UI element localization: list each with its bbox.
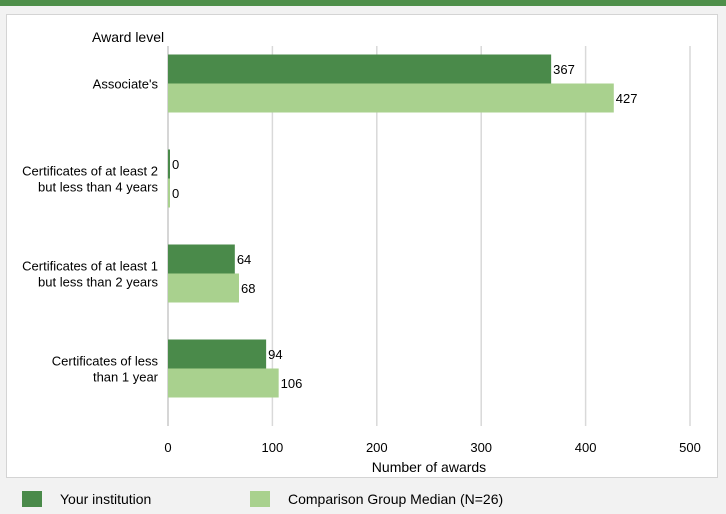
x-axis-title: Number of awards: [372, 459, 486, 475]
category-label-2-line-1: but less than 2 years: [38, 275, 158, 290]
bar-comparison-median-1: [168, 178, 170, 208]
y-axis-title: Award level: [92, 29, 164, 45]
legend-item-comparison-median: Comparison Group Median (N=26): [250, 490, 503, 508]
bar-comparison-median-2: [168, 273, 239, 303]
x-tick-label-200: 200: [366, 440, 388, 455]
bar-chart: 0 100 200 300 400 500 Number of awards Award le…: [22, 29, 701, 475]
bar-your-institution-0: [168, 54, 552, 84]
x-tick-label-500: 500: [679, 440, 701, 455]
legend-label-your-institution: Your institution: [60, 491, 152, 507]
category-label-1-line-1: but less than 4 years: [38, 180, 158, 195]
legend-label-comparison-median: Comparison Group Median (N=26): [288, 491, 504, 507]
data-label-comparison-median-1: 0: [172, 186, 179, 201]
x-tick-label-400: 400: [575, 440, 597, 455]
category-label-1-line-0: Certificates of at least 2: [22, 164, 158, 179]
legend-item-your-institution: Your institution: [22, 490, 151, 508]
legend: Your institution Comparison Group Median…: [0, 484, 726, 514]
category-label-0-line-0: Associate's: [93, 77, 159, 92]
x-tick-label-100: 100: [262, 440, 284, 455]
top-accent-bar: [0, 0, 726, 6]
data-label-your-institution-3: 94: [268, 347, 282, 362]
data-label-comparison-median-0: 427: [616, 91, 638, 106]
x-tick-label-0: 0: [164, 440, 171, 455]
data-label-comparison-median-2: 68: [241, 281, 255, 296]
bar-your-institution-3: [168, 339, 267, 369]
x-tick-label-300: 300: [470, 440, 492, 455]
bar-your-institution-1: [168, 149, 170, 179]
category-label-3-line-1: than 1 year: [93, 370, 159, 385]
bar-comparison-median-3: [168, 368, 279, 398]
category-label-2-line-0: Certificates of at least 1: [22, 259, 158, 274]
bar-comparison-median-0: [168, 83, 614, 113]
legend-swatch-your-institution: [22, 491, 42, 507]
bar-your-institution-2: [168, 244, 235, 274]
legend-swatch-comparison-median: [250, 491, 270, 507]
data-label-your-institution-0: 367: [553, 62, 575, 77]
category-label-3-line-0: Certificates of less: [52, 354, 159, 369]
data-label-your-institution-2: 64: [237, 252, 251, 267]
data-label-your-institution-1: 0: [172, 157, 179, 172]
data-label-comparison-median-3: 106: [281, 376, 303, 391]
